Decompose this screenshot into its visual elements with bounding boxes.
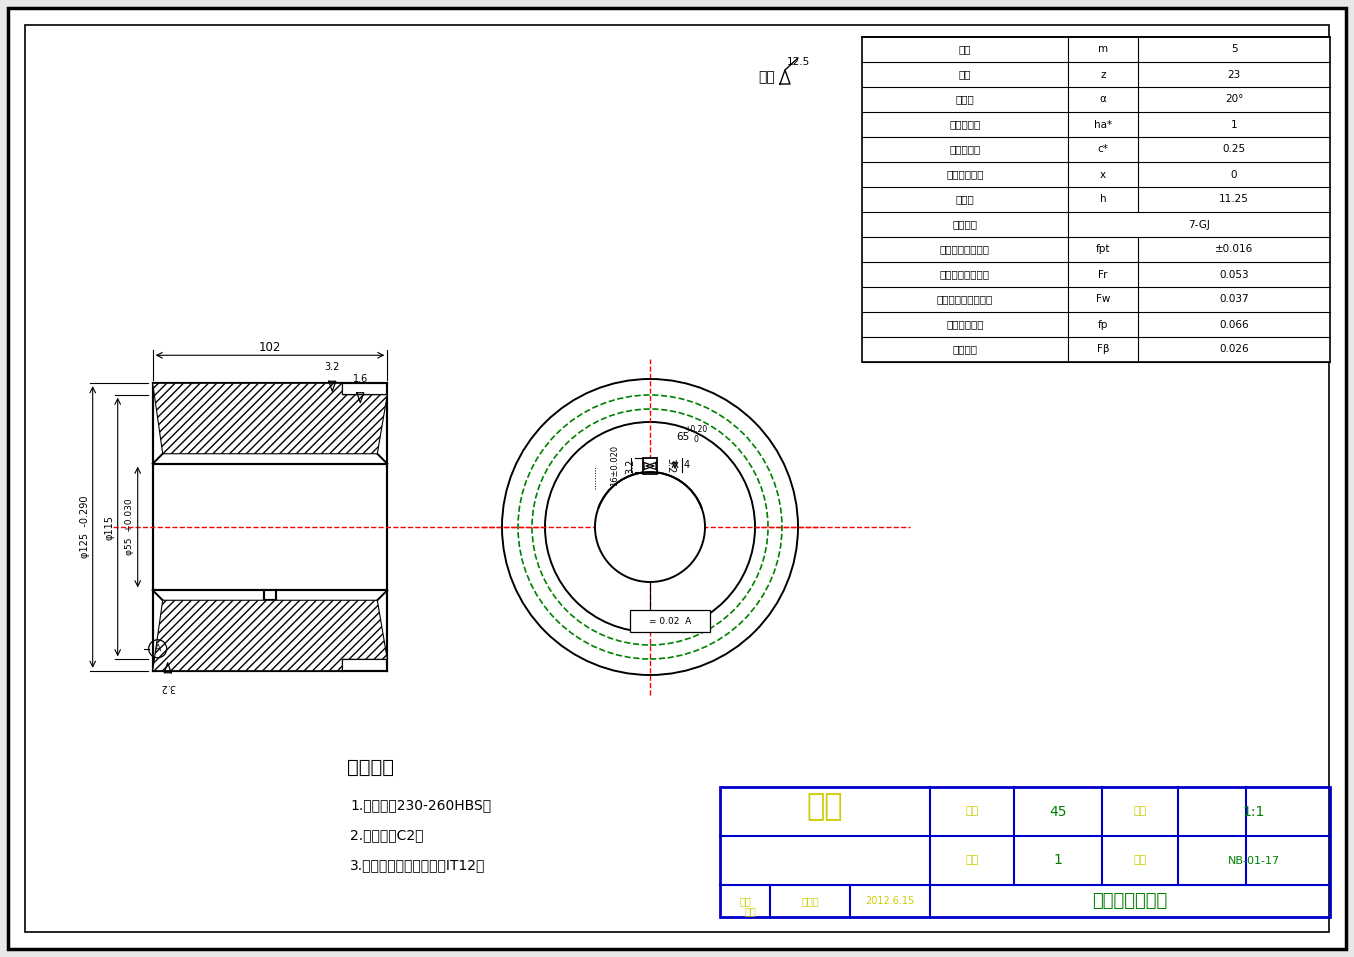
Text: 齿形角: 齿形角	[956, 95, 975, 104]
Text: 65: 65	[676, 432, 689, 442]
Text: 图号: 图号	[1133, 856, 1147, 865]
Text: +0.20: +0.20	[684, 426, 707, 434]
Text: 16±0.020: 16±0.020	[611, 444, 620, 485]
Text: ±0.016: ±0.016	[1215, 244, 1254, 255]
Text: 2012.6.15: 2012.6.15	[865, 896, 914, 906]
Text: 3.未注尺寸偏差处精度为IT12。: 3.未注尺寸偏差处精度为IT12。	[349, 858, 485, 872]
Text: x: x	[1099, 169, 1106, 180]
Text: 制图: 制图	[739, 896, 751, 906]
Text: 比例: 比例	[1133, 807, 1147, 816]
Circle shape	[594, 472, 705, 582]
Text: 3.2: 3.2	[325, 363, 340, 372]
Text: 0.053: 0.053	[1219, 270, 1248, 279]
Text: 齿距累计公差: 齿距累计公差	[946, 320, 984, 329]
Bar	[862, 37, 1330, 362]
Text: m: m	[1098, 44, 1108, 55]
Text: 齿轮: 齿轮	[807, 792, 844, 821]
Polygon shape	[153, 600, 387, 671]
Text: 1: 1	[1231, 120, 1238, 129]
Text: φ115: φ115	[104, 515, 115, 540]
Circle shape	[546, 422, 756, 632]
Text: 公法线长度变动公差: 公法线长度变动公差	[937, 295, 992, 304]
Text: ha*: ha*	[1094, 120, 1112, 129]
Text: 齿圈径向跳动公差: 齿圈径向跳动公差	[940, 270, 990, 279]
Text: 技术要求: 技术要求	[347, 758, 394, 776]
Text: = 0.02  A: = 0.02 A	[649, 616, 691, 626]
Bar	[643, 458, 657, 474]
Text: 模数: 模数	[959, 44, 971, 55]
Text: 精度等级: 精度等级	[952, 219, 978, 230]
Text: 7-GJ: 7-GJ	[1187, 219, 1210, 230]
Text: 0.25: 0.25	[1223, 145, 1246, 154]
Bar	[720, 787, 1330, 917]
Text: Fr: Fr	[1098, 270, 1108, 279]
Text: 蔡新艺: 蔡新艺	[802, 896, 819, 906]
Text: c*: c*	[1098, 145, 1109, 154]
Text: 0.066: 0.066	[1219, 320, 1248, 329]
Text: 1.6: 1.6	[352, 374, 368, 384]
Text: Fβ: Fβ	[1097, 345, 1109, 354]
Text: A: A	[154, 644, 161, 654]
Text: 11.25: 11.25	[1219, 194, 1248, 205]
Text: 12.5: 12.5	[787, 57, 810, 67]
Text: 齿数: 齿数	[959, 70, 971, 79]
Text: 数量: 数量	[965, 856, 979, 865]
Text: 1.调制处理230-260HBS；: 1.调制处理230-260HBS；	[349, 798, 492, 812]
Text: 3.2: 3.2	[626, 458, 635, 474]
Text: NB-01-17: NB-01-17	[1228, 856, 1280, 865]
Text: Fw: Fw	[1095, 295, 1110, 304]
Text: φ55  +0.030: φ55 +0.030	[125, 499, 134, 555]
Text: 齿向公差: 齿向公差	[952, 345, 978, 354]
Text: 1:1: 1:1	[1243, 805, 1265, 818]
Text: 2.未注倒角C2；: 2.未注倒角C2；	[349, 828, 424, 842]
Text: 1: 1	[1053, 854, 1063, 867]
Text: 0: 0	[693, 434, 697, 443]
Text: 23: 23	[1228, 70, 1240, 79]
Text: 材料: 材料	[965, 807, 979, 816]
Text: 齿顶高系数: 齿顶高系数	[949, 120, 980, 129]
Text: h: h	[1099, 194, 1106, 205]
Text: 校核: 校核	[745, 906, 756, 916]
Text: 3.2: 3.2	[665, 458, 676, 474]
Text: 单个齿距极限偏差: 单个齿距极限偏差	[940, 244, 990, 255]
Text: 其余: 其余	[758, 70, 774, 84]
Text: 0.026: 0.026	[1219, 345, 1248, 354]
Text: fp: fp	[1098, 320, 1108, 329]
Text: 齿顶隙系数: 齿顶隙系数	[949, 145, 980, 154]
Text: 全齿高: 全齿高	[956, 194, 975, 205]
Text: 5: 5	[1231, 44, 1238, 55]
Text: 102: 102	[259, 341, 282, 354]
Text: fpt: fpt	[1095, 244, 1110, 255]
Bar	[630, 610, 709, 632]
Text: 黑龙江工程学院: 黑龙江工程学院	[1093, 892, 1167, 910]
Text: α: α	[1099, 95, 1106, 104]
Text: z: z	[1101, 70, 1106, 79]
Polygon shape	[153, 383, 387, 454]
Text: 3.2: 3.2	[160, 681, 176, 692]
Text: φ125  -0.290: φ125 -0.290	[80, 496, 89, 558]
Text: 0.037: 0.037	[1219, 295, 1248, 304]
Text: 0: 0	[1231, 169, 1238, 180]
Text: 45: 45	[1049, 805, 1067, 818]
Text: 径向变位系数: 径向变位系数	[946, 169, 984, 180]
Text: 4: 4	[684, 460, 691, 470]
Text: 20°: 20°	[1225, 95, 1243, 104]
